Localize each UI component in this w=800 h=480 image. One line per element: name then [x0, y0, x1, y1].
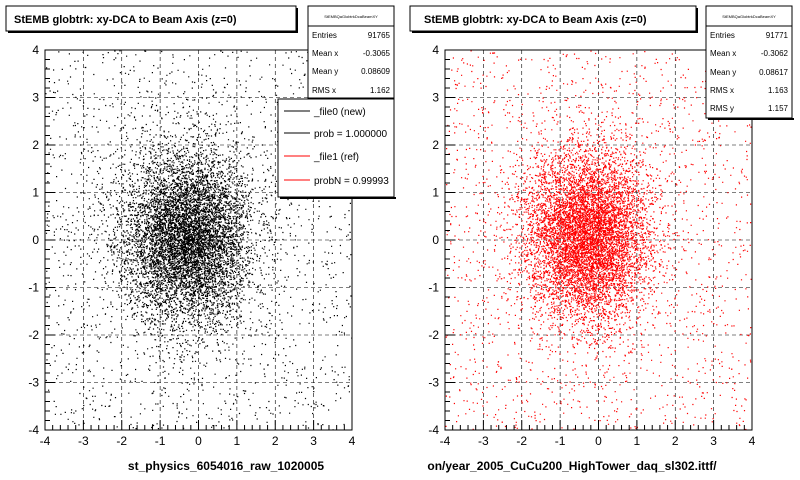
left-x-axis-label: st_physics_6054016_raw_1020005 — [128, 459, 324, 473]
legend: _file0 (new) prob = 1.000000 _file1 (ref… — [277, 98, 396, 199]
x-tick-label: 4 — [749, 434, 756, 448]
right-ticks — [444, 49, 753, 431]
right-stats-rmsy-label: RMS y — [710, 104, 734, 113]
right-chart-title: StEMB globtrk: xy-DCA to Beam Axis (z=0) — [424, 14, 647, 26]
scatter-points — [445, 50, 752, 430]
y-tick-label: 3 — [432, 91, 439, 105]
x-tick-label: 2 — [272, 434, 279, 448]
right-stats-meanx-label: Mean x — [710, 49, 736, 58]
left-chart-title: StEMB globtrk: xy-DCA to Beam Axis (z=0) — [14, 14, 237, 26]
y-tick-label: -4 — [28, 423, 39, 437]
y-tick-label: 4 — [32, 43, 39, 57]
left-stats-entries: 91765 — [368, 31, 391, 40]
left-stats-meany-label: Mean y — [312, 67, 338, 76]
y-tick-label: -1 — [428, 281, 439, 295]
y-tick-label: 4 — [432, 43, 439, 57]
x-tick-label: 1 — [234, 434, 241, 448]
left-y-tick-labels: -4 -3 -2 -1 0 1 2 3 4 — [28, 43, 39, 437]
y-tick-label: -2 — [428, 328, 439, 342]
left-stats-name: StEMBQaGlobtrkDcaBeamXY — [324, 14, 378, 19]
right-stats-rmsy: 1.157 — [768, 104, 789, 113]
legend-label-file1: _file1 (ref) — [313, 152, 359, 163]
legend-label-file0: _file0 (new) — [313, 107, 366, 118]
y-tick-label: -3 — [28, 376, 39, 390]
x-tick-label: 0 — [595, 434, 602, 448]
x-tick-label: -3 — [78, 434, 89, 448]
y-tick-label: -1 — [28, 281, 39, 295]
left-ticks — [44, 49, 353, 431]
y-tick-label: -4 — [428, 423, 439, 437]
right-panel: -4 -3 -2 -1 0 1 2 3 4 -4 -3 -2 -1 0 1 2 3 4 StEMB globtr… — [409, 5, 794, 473]
left-stats-rmsx-label: RMS x — [312, 86, 336, 95]
x-tick-label: 0 — [195, 434, 202, 448]
right-stats-meanx: -0.3062 — [761, 49, 789, 58]
legend-shadow — [280, 197, 396, 199]
left-stats-entries-label: Entries — [312, 31, 337, 40]
x-tick-label: 3 — [710, 434, 717, 448]
y-tick-label: 0 — [32, 233, 39, 247]
x-tick-label: -4 — [40, 434, 51, 448]
y-tick-label: 1 — [432, 186, 439, 200]
right-x-tick-labels: -4 -3 -2 -1 0 1 2 3 4 — [440, 434, 756, 448]
y-tick-label: 3 — [32, 91, 39, 105]
y-tick-label: 0 — [432, 233, 439, 247]
x-tick-label: 1 — [634, 434, 641, 448]
x-tick-label: 3 — [310, 434, 317, 448]
right-stats-name: StEMBQaGlobtrkDcaBeamXY — [722, 14, 776, 19]
left-stats-meanx-label: Mean x — [312, 49, 338, 58]
left-title-shadow — [8, 31, 298, 33]
left-panel: -4 -3 -2 -1 0 1 2 3 4 -4 -3 -2 -1 0 1 2 3 4 StEMB globtr… — [5, 5, 396, 473]
x-tick-label: -2 — [516, 434, 527, 448]
x-tick-label: -1 — [155, 434, 166, 448]
right-stats-meany-label: Mean y — [710, 68, 736, 77]
y-tick-label: -3 — [428, 376, 439, 390]
right-stats-rmsx: 1.163 — [768, 86, 789, 95]
y-tick-label: 2 — [432, 138, 439, 152]
x-tick-label: 2 — [672, 434, 679, 448]
right-stats-entries-label: Entries — [710, 31, 735, 40]
right-stats-rmsx-label: RMS x — [710, 86, 734, 95]
left-stats-meanx: -0.3065 — [363, 49, 391, 58]
left-title-shadow-side — [296, 8, 298, 33]
left-stats-rmsx: 1.162 — [370, 86, 391, 95]
left-x-tick-labels: -4 -3 -2 -1 0 1 2 3 4 — [40, 434, 356, 448]
right-stats-shadow — [708, 118, 794, 120]
right-x-axis-label: on/year_2005_CuCu200_HighTower_daq_sl302… — [427, 459, 717, 473]
right-points — [445, 50, 752, 430]
right-grid — [445, 50, 752, 430]
left-stats-box — [307, 5, 395, 99]
x-tick-label: -4 — [440, 434, 451, 448]
right-stats-box — [705, 5, 793, 119]
legend-label-probN: probN = 0.99993 — [314, 176, 389, 187]
right-title-shadow-side — [696, 8, 698, 33]
y-tick-label: 1 — [32, 186, 39, 200]
x-tick-label: -2 — [116, 434, 127, 448]
legend-label-prob: prob = 1.000000 — [314, 129, 388, 140]
right-title-shadow — [412, 31, 698, 33]
y-tick-label: -2 — [28, 328, 39, 342]
x-tick-label: -1 — [555, 434, 566, 448]
right-title-box — [409, 5, 697, 32]
right-stats-meany: 0.08617 — [759, 68, 788, 77]
x-tick-label: -3 — [478, 434, 489, 448]
right-stats-entries: 91771 — [766, 31, 789, 40]
right-y-tick-labels: -4 -3 -2 -1 0 1 2 3 4 — [428, 43, 439, 437]
y-tick-label: 2 — [32, 138, 39, 152]
left-stats-meany: 0.08609 — [361, 67, 390, 76]
x-tick-label: 4 — [349, 434, 356, 448]
